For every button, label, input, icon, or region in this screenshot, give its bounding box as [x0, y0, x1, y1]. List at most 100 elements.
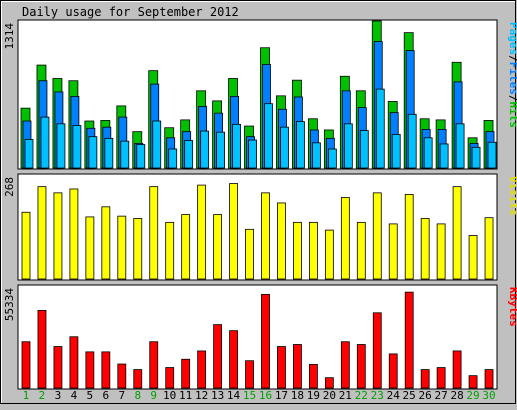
day-label-1: 1: [23, 389, 30, 402]
bar-visits-day-13: [213, 214, 223, 280]
bar-pages-day-12: [200, 130, 210, 169]
day-label-29: 29: [466, 389, 479, 402]
bar-visits-day-27: [436, 223, 446, 280]
bar-kbytes-day-18: [293, 344, 302, 389]
legend-entry: KBytes: [507, 287, 517, 327]
legend-entry: Hits: [507, 102, 517, 129]
bar-kbytes-day-26: [420, 369, 430, 389]
bar-kbytes-day-10: [165, 367, 175, 389]
day-label-21: 21: [339, 389, 352, 402]
bar-kbytes-day-14: [229, 330, 238, 389]
bar-kbytes-day-1: [21, 341, 31, 389]
bar-pages-day-8: [136, 144, 146, 169]
bar-visits-day-15: [245, 228, 254, 280]
day-label-14: 14: [227, 389, 241, 402]
bar-visits-day-6: [101, 206, 111, 280]
bar-visits-day-22: [356, 221, 366, 280]
bar-visits-day-4: [69, 188, 79, 280]
bar-visits-day-21: [340, 197, 350, 280]
bar-pages-day-1: [24, 139, 34, 169]
day-axis-labels: 1 2 3 4 5 6 7 8 9 10 11 12 13 14 15 16 17 18 19 20 21 22 23 24 2…: [23, 389, 496, 402]
bar-pages-day-25: [407, 113, 417, 169]
bar-kbytes-day-15: [245, 360, 254, 389]
bar-visits-day-18: [293, 221, 302, 280]
y-max-label: 1314: [3, 23, 16, 50]
bar-kbytes-day-29: [468, 375, 478, 389]
chart-title: Daily usage for September 2012: [22, 5, 239, 19]
day-label-5: 5: [87, 389, 94, 402]
bar-kbytes-day-4: [69, 336, 79, 389]
bar-kbytes-day-16: [261, 293, 270, 389]
bar-visits-day-16: [261, 192, 270, 280]
bar-pages-day-4: [72, 125, 82, 169]
day-label-7: 7: [118, 389, 125, 402]
bar-kbytes-day-21: [340, 341, 350, 389]
bar-kbytes-day-24: [388, 353, 398, 389]
day-label-27: 27: [434, 389, 447, 402]
bar-pages-day-16: [264, 103, 273, 169]
legend-entry: /: [507, 55, 517, 62]
bar-visits-day-26: [420, 218, 430, 280]
bar-pages-day-3: [56, 123, 66, 169]
day-label-3: 3: [55, 389, 62, 402]
day-label-22: 22: [355, 389, 368, 402]
bar-pages-day-30: [487, 141, 497, 169]
bar-pages-day-10: [168, 148, 178, 169]
bar-pages-day-23: [375, 88, 385, 169]
legend-visits: Visits: [507, 176, 517, 216]
day-label-9: 9: [150, 389, 157, 402]
day-label-17: 17: [275, 389, 288, 402]
bar-pages-day-21: [343, 123, 353, 169]
panel-kbytes: 55334 KBytes: [3, 284, 517, 390]
bar-pages-day-24: [391, 134, 401, 169]
legend-kbytes: KBytes: [507, 287, 517, 327]
y-max-label: 268: [3, 177, 16, 197]
day-label-18: 18: [291, 389, 304, 402]
bar-pages-day-11: [184, 140, 194, 169]
bar-pages-day-22: [359, 130, 369, 169]
bar-visits-day-29: [468, 235, 478, 280]
day-label-8: 8: [134, 389, 141, 402]
bar-visits-day-25: [404, 194, 414, 280]
legend-entry: /: [507, 95, 517, 102]
bar-kbytes-day-17: [277, 346, 286, 389]
day-label-2: 2: [39, 389, 46, 402]
day-label-15: 15: [243, 389, 256, 402]
bar-visits-day-7: [117, 215, 127, 280]
day-label-6: 6: [103, 389, 110, 402]
panel-frame: [17, 19, 498, 170]
bar-kbytes-day-27: [436, 367, 446, 389]
day-label-19: 19: [307, 389, 320, 402]
bar-pages-day-9: [152, 120, 162, 169]
bar-visits-day-11: [181, 214, 191, 280]
bar-kbytes-day-2: [37, 309, 47, 389]
bar-visits-day-3: [53, 192, 63, 280]
bar-visits-day-24: [388, 223, 398, 280]
bar-pages-day-2: [40, 116, 50, 169]
bar-kbytes-day-30: [484, 369, 494, 389]
bar-visits-day-23: [372, 192, 382, 280]
bar-kbytes-day-23: [372, 312, 382, 389]
day-label-12: 12: [195, 389, 208, 402]
bar-visits-day-2: [37, 186, 47, 280]
bar-pages-day-13: [216, 131, 226, 169]
bar-visits-day-9: [149, 186, 159, 280]
bar-visits-day-17: [277, 202, 286, 280]
day-label-30: 30: [482, 389, 495, 402]
bar-kbytes-day-3: [53, 346, 63, 389]
day-label-10: 10: [163, 389, 176, 402]
panel-frame: [17, 284, 498, 390]
bar-pages-day-28: [455, 123, 465, 169]
bar-visits-day-19: [308, 221, 318, 280]
day-label-4: 4: [71, 389, 78, 402]
bar-pages-day-14: [232, 123, 241, 169]
day-label-13: 13: [211, 389, 224, 402]
bar-pages-day-19: [311, 142, 321, 169]
legend-entry: Files: [507, 62, 517, 95]
bar-visits-day-1: [21, 211, 31, 280]
day-label-26: 26: [419, 389, 432, 402]
